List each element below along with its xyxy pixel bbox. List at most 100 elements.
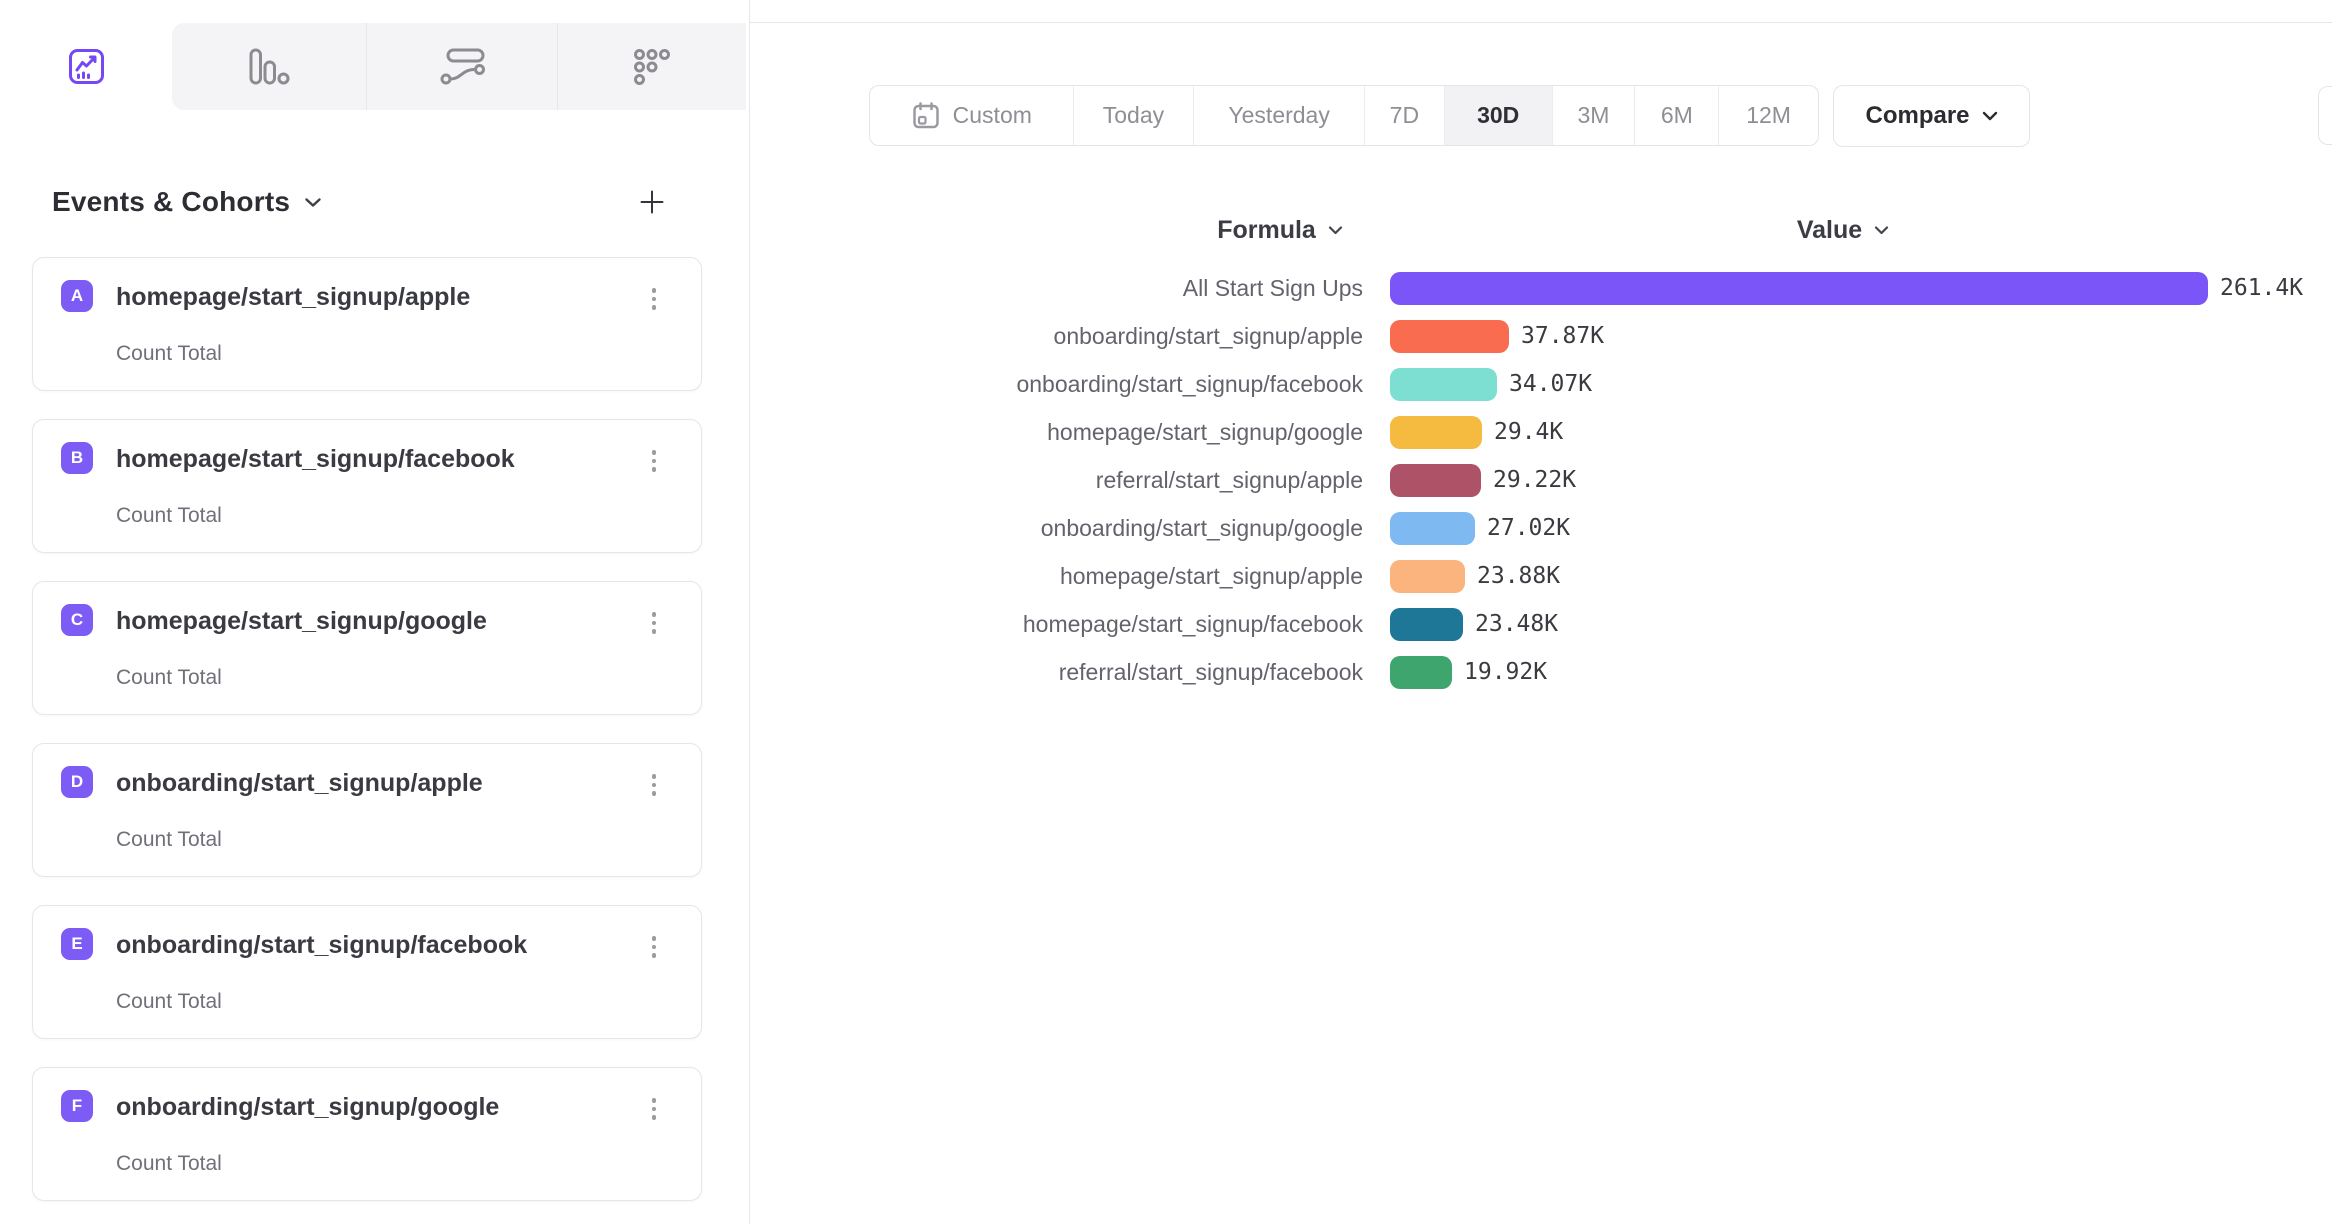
- event-metric: Count Total: [116, 666, 222, 689]
- date-range-control: Custom Today Yesterday 7D 30D 3M 6M 12M: [869, 85, 1819, 146]
- event-name: onboarding/start_signup/apple: [116, 769, 483, 797]
- series-label: homepage/start_signup/facebook: [1022, 611, 1363, 637]
- date-range-option-6m[interactable]: 6M: [1634, 86, 1718, 145]
- event-options-kebab-icon[interactable]: [643, 930, 665, 964]
- add-event-button[interactable]: [634, 184, 670, 220]
- plus-icon: [638, 188, 666, 216]
- event-letter-badge: B: [61, 442, 93, 474]
- inactive-tab-group: [172, 23, 746, 110]
- series-value: 34.07K: [1509, 371, 1593, 397]
- chart-row: referral/start_signup/apple 29.22K: [0, 456, 2332, 504]
- chevron-down-icon: [304, 197, 322, 208]
- series-bar[interactable]: [1390, 368, 1497, 401]
- event-name: homepage/start_signup/google: [116, 607, 487, 635]
- series-label: onboarding/start_signup/apple: [1053, 323, 1363, 349]
- series-bar[interactable]: [1390, 464, 1481, 497]
- bar-chart-icon: [249, 48, 290, 85]
- series-value: 23.48K: [1475, 611, 1559, 637]
- series-label: onboarding/start_signup/google: [1040, 515, 1363, 541]
- date-range-option-7d[interactable]: 7D: [1363, 86, 1444, 145]
- event-card[interactable]: E onboarding/start_signup/facebook Count…: [32, 905, 702, 1039]
- chart-row: homepage/start_signup/apple 23.88K: [0, 552, 2332, 600]
- event-name: homepage/start_signup/apple: [116, 283, 471, 311]
- sidebar: Events & Cohorts A homepage/start_signup…: [0, 0, 750, 1224]
- event-name: onboarding/start_signup/google: [116, 1093, 500, 1121]
- series-bar[interactable]: [1390, 560, 1465, 593]
- series-bar[interactable]: [1390, 272, 2208, 305]
- event-card[interactable]: B homepage/start_signup/facebook Count T…: [32, 419, 702, 553]
- event-options-kebab-icon[interactable]: [643, 282, 665, 316]
- events-cohorts-title: Events & Cohorts: [52, 186, 291, 217]
- event-card[interactable]: C homepage/start_signup/google Count Tot…: [32, 581, 702, 715]
- date-range-option-12m[interactable]: 12M: [1718, 86, 1818, 145]
- event-card-list: A homepage/start_signup/apple Count Tota…: [32, 257, 702, 1229]
- series-label: All Start Sign Ups: [1182, 275, 1363, 301]
- series-label: homepage/start_signup/google: [1047, 419, 1363, 445]
- chart-row: onboarding/start_signup/facebook 34.07K: [0, 360, 2332, 408]
- date-range-option-custom[interactable]: Custom: [870, 86, 1073, 145]
- event-name: onboarding/start_signup/facebook: [116, 931, 528, 959]
- series-label: homepage/start_signup/apple: [1059, 563, 1363, 589]
- series-bar[interactable]: [1390, 320, 1509, 353]
- event-metric: Count Total: [116, 990, 222, 1013]
- series-label: referral/start_signup/apple: [1095, 467, 1363, 493]
- chart-row: referral/start_signup/facebook 19.92K: [0, 648, 2332, 696]
- date-range-option-yesterday[interactable]: Yesterday: [1193, 86, 1364, 145]
- clipped-edge-button[interactable]: [2318, 86, 2332, 145]
- events-cohorts-dropdown[interactable]: Events & Cohorts: [52, 186, 322, 218]
- event-options-kebab-icon[interactable]: [643, 768, 665, 802]
- series-label: onboarding/start_signup/facebook: [1016, 371, 1363, 397]
- tab-insights[interactable]: [0, 23, 172, 110]
- compare-button[interactable]: Compare: [1833, 85, 2030, 147]
- top-divider: [0, 22, 2332, 23]
- chart-row: All Start Sign Ups 261.4K: [0, 264, 2332, 312]
- event-letter-badge: D: [61, 766, 93, 798]
- event-metric: Count Total: [116, 828, 222, 851]
- event-card[interactable]: F onboarding/start_signup/google Count T…: [32, 1067, 702, 1201]
- chevron-down-icon: [1982, 111, 1998, 121]
- chevron-down-icon: [1874, 225, 1889, 235]
- formula-header-label: Formula: [1217, 215, 1316, 244]
- event-metric: Count Total: [116, 504, 222, 527]
- chart-row: onboarding/start_signup/apple 37.87K: [0, 312, 2332, 360]
- date-range-option-30d[interactable]: 30D: [1443, 86, 1552, 145]
- events-cohorts-header: Events & Cohorts: [52, 180, 670, 224]
- value-header-label: Value: [1796, 215, 1863, 244]
- tab-retention[interactable]: [557, 23, 746, 110]
- tab-flows[interactable]: [366, 23, 557, 110]
- event-options-kebab-icon[interactable]: [643, 444, 665, 478]
- date-range-option-3m[interactable]: 3M: [1551, 86, 1635, 145]
- event-options-kebab-icon[interactable]: [643, 1092, 665, 1126]
- formula-header-dropdown[interactable]: Formula: [1100, 214, 1460, 246]
- series-value: 19.92K: [1464, 659, 1548, 685]
- series-bar[interactable]: [1390, 416, 1482, 449]
- flows-icon: [440, 48, 485, 86]
- event-letter-badge: A: [61, 280, 93, 312]
- series-label: referral/start_signup/facebook: [1058, 659, 1363, 685]
- chart-type-tabs: [0, 23, 746, 110]
- series-value: 261.4K: [2220, 275, 2304, 301]
- event-options-kebab-icon[interactable]: [643, 606, 665, 640]
- series-bar[interactable]: [1390, 656, 1452, 689]
- event-card[interactable]: A homepage/start_signup/apple Count Tota…: [32, 257, 702, 391]
- event-metric: Count Total: [116, 342, 222, 365]
- series-value: 29.22K: [1493, 467, 1577, 493]
- event-letter-badge: F: [61, 1090, 93, 1122]
- event-name: homepage/start_signup/facebook: [116, 445, 515, 473]
- date-range-option-today[interactable]: Today: [1072, 86, 1194, 145]
- retention-grid-icon: [633, 48, 671, 86]
- tab-bar-chart[interactable]: [172, 23, 366, 110]
- event-letter-badge: C: [61, 604, 93, 636]
- series-bar[interactable]: [1390, 512, 1475, 545]
- series-bar[interactable]: [1390, 608, 1463, 641]
- chart-row: homepage/start_signup/facebook 23.48K: [0, 600, 2332, 648]
- event-card[interactable]: D onboarding/start_signup/apple Count To…: [32, 743, 702, 877]
- value-header-dropdown[interactable]: Value: [1663, 214, 2023, 246]
- calendar-icon: [911, 101, 941, 131]
- chart-row: onboarding/start_signup/google 27.02K: [0, 504, 2332, 552]
- series-value: 37.87K: [1521, 323, 1605, 349]
- event-letter-badge: E: [61, 928, 93, 960]
- insights-line-chart-icon: [68, 48, 105, 85]
- event-metric: Count Total: [116, 1152, 222, 1175]
